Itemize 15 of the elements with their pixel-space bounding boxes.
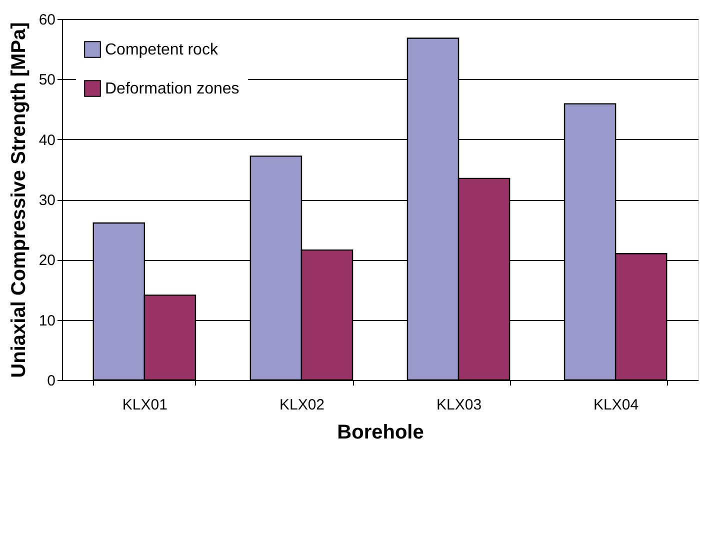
y-tick-label: 60 [38, 12, 56, 28]
x-tick-label: KLX04 [594, 396, 639, 414]
y-tick-label: 20 [38, 252, 56, 270]
y-axis-title: Uniaxial Compressive Strength [MPa] [8, 22, 30, 378]
y-tick-label: 40 [38, 132, 56, 149]
y-tick-label: 10 [38, 312, 56, 330]
x-tick-label: KLX02 [279, 396, 325, 414]
legend-label: Deformation zones [105, 80, 240, 98]
y-tick-label: 50 [38, 72, 56, 89]
x-tick-label: KLX01 [122, 396, 168, 414]
x-tick-label: KLX03 [436, 396, 482, 414]
legend-label: Competent rock [105, 42, 219, 58]
y-tick-label: 30 [38, 192, 56, 209]
y-tick-label: 0 [47, 372, 56, 390]
x-axis-title: Borehole [337, 422, 424, 444]
